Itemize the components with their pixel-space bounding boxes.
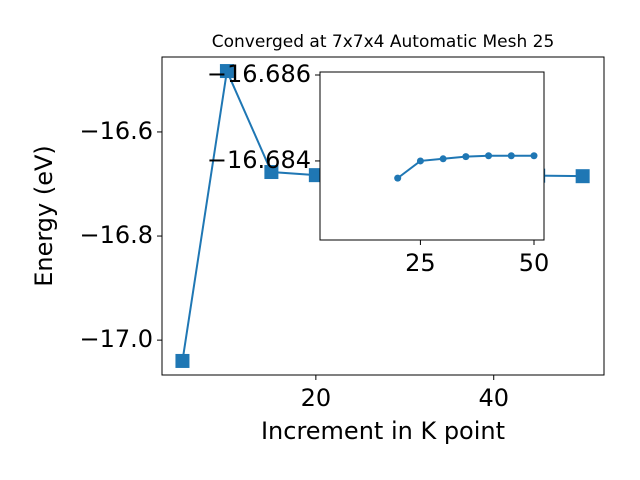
x-tick-label: 50 (519, 249, 550, 277)
marker (439, 155, 447, 163)
marker (394, 174, 402, 182)
marker (485, 152, 493, 160)
y-tick-label: −16.684 (207, 146, 311, 174)
marker (530, 152, 538, 160)
x-tick-label: 40 (478, 384, 509, 412)
marker (175, 353, 190, 368)
y-axis-label: Energy (eV) (30, 145, 58, 287)
x-tick-label: 25 (405, 249, 436, 277)
y-tick-label: −16.686 (207, 60, 311, 88)
y-tick-label: −16.6 (79, 117, 153, 145)
marker (462, 153, 470, 161)
marker (308, 168, 323, 183)
marker (264, 165, 279, 180)
marker (507, 152, 515, 160)
y-tick-label: −16.8 (79, 221, 153, 249)
x-tick-label: 20 (301, 384, 332, 412)
marker (416, 157, 424, 165)
x-axis-label: Increment in K point (261, 417, 505, 445)
y-tick-label: −17.0 (79, 325, 153, 353)
marker (575, 169, 590, 184)
marker (219, 64, 234, 79)
chart-title: Converged at 7x7x4 Automatic Mesh 25 (212, 32, 555, 52)
